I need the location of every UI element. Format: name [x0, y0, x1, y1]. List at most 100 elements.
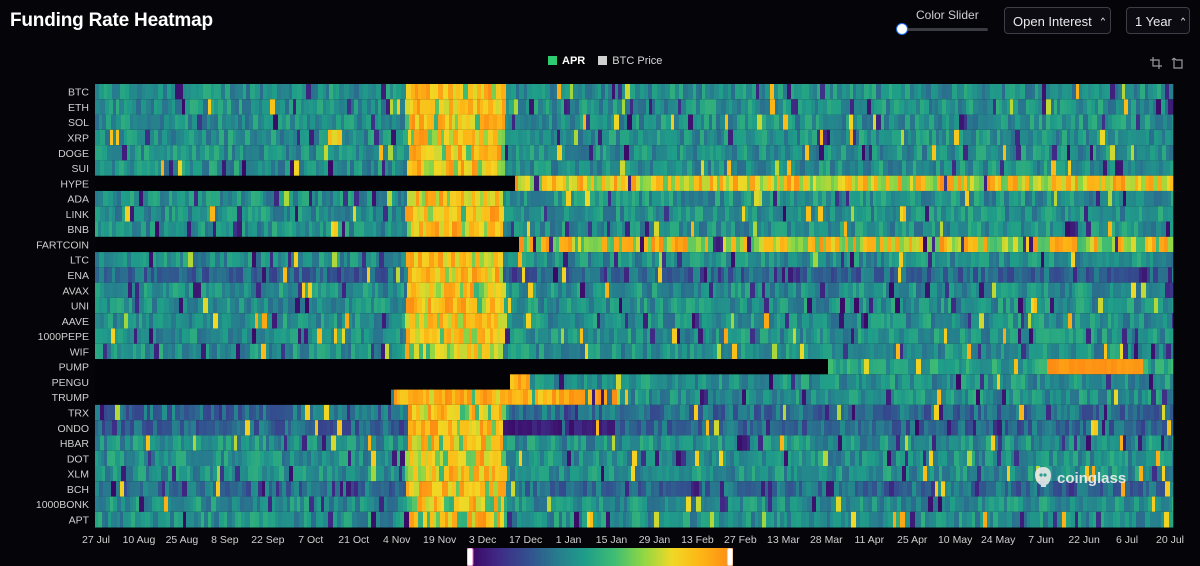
- heatmap-cell: [974, 190, 980, 207]
- heatmap-cell: [1044, 313, 1050, 329]
- heatmap-cell: [642, 252, 648, 268]
- heatmap-cell: [582, 206, 586, 222]
- heatmap-cell: [409, 343, 415, 360]
- heatmap-cell: [1150, 267, 1154, 284]
- heatmap-cell: [292, 282, 296, 299]
- heatmap-cell: [839, 190, 843, 207]
- heatmap-cell: [464, 190, 469, 207]
- heatmap-cell: [909, 282, 914, 299]
- heatmap-cell: [973, 114, 979, 131]
- heatmap-cell: [1160, 282, 1166, 299]
- crop-icon[interactable]: [1150, 57, 1162, 69]
- heatmap-cell: [237, 313, 241, 329]
- heatmap-cell: [710, 84, 715, 100]
- heatmap-cell: [997, 359, 1002, 375]
- range-select[interactable]: 1 Year ⌃: [1126, 7, 1190, 34]
- heatmap-cell: [451, 145, 455, 161]
- heatmap-cell: [733, 267, 737, 284]
- heatmap-cell: [320, 221, 324, 238]
- heatmap-cell: [197, 114, 203, 131]
- heatmap-cell: [130, 206, 135, 222]
- heatmap-cell: [101, 221, 105, 238]
- heatmap-cell: [643, 129, 649, 146]
- heatmap-cell: [178, 206, 184, 222]
- heatmap-cell: [741, 129, 747, 146]
- heatmap-cell: [669, 190, 674, 207]
- heatmap-cell: [894, 175, 899, 192]
- heatmap-cell: [1044, 175, 1049, 192]
- heatmap-cell: [770, 190, 774, 207]
- heatmap-cell: [503, 221, 508, 238]
- heatmap-cell: [1076, 84, 1080, 100]
- heatmap-cell: [437, 160, 442, 177]
- heatmap-cell: [347, 160, 351, 177]
- heatmap-cell: [453, 99, 458, 115]
- heatmap-cell: [293, 99, 297, 115]
- heatmap-cell: [820, 282, 826, 299]
- heatmap-cell: [672, 267, 676, 284]
- heatmap-cell: [771, 160, 776, 177]
- heatmap-cell: [375, 282, 379, 299]
- heatmap-cell: [307, 114, 311, 131]
- heatmap-cell: [759, 313, 765, 329]
- heatmap-cell: [637, 282, 643, 299]
- heatmap-cell: [124, 129, 128, 146]
- heatmap-cell: [283, 313, 288, 329]
- heatmap-cell: [956, 297, 962, 314]
- reset-zoom-icon[interactable]: [1171, 57, 1183, 69]
- heatmap-cell: [1136, 99, 1141, 115]
- color-slider-thumb[interactable]: [896, 23, 908, 35]
- heatmap-cell: [223, 99, 228, 115]
- heatmap-cell: [558, 313, 563, 329]
- heatmap-cell: [742, 313, 748, 329]
- heatmap-cell: [857, 206, 863, 222]
- heatmap-cell: [1167, 313, 1173, 329]
- heatmap-cell: [1128, 359, 1134, 375]
- heatmap-cell: [252, 252, 257, 268]
- heatmap-cell: [221, 84, 226, 100]
- heatmap-cell: [964, 84, 968, 100]
- heatmap-cell: [1103, 99, 1109, 115]
- heatmap-cell: [775, 221, 780, 238]
- heatmap-cell: [844, 221, 848, 238]
- metric-select[interactable]: Open Interest ⌃: [1004, 7, 1111, 34]
- heatmap-cell: [442, 114, 446, 131]
- heatmap-cell: [1091, 84, 1095, 100]
- heatmap-cell: [927, 313, 932, 329]
- heatmap-cell: [1056, 313, 1061, 329]
- heatmap-cell: [672, 374, 676, 390]
- heatmap-cell: [716, 236, 721, 253]
- heatmap-cell: [345, 129, 350, 146]
- heatmap-cell: [813, 145, 817, 161]
- color-slider[interactable]: Color Slider: [894, 6, 990, 38]
- heatmap-cell: [942, 99, 947, 115]
- heatmap-cell: [593, 328, 598, 345]
- heatmap-cell: [1018, 328, 1022, 345]
- legend-item-apr[interactable]: APR: [548, 55, 585, 67]
- heatmap-cell: [449, 129, 454, 146]
- heatmap-cell: [289, 190, 294, 207]
- heatmap-cell: [367, 267, 371, 284]
- heatmap-cell: [1002, 99, 1008, 115]
- heatmap-cell: [745, 374, 749, 390]
- heatmap-cell: [178, 343, 183, 360]
- legend-item-btc-price[interactable]: BTC Price: [598, 55, 662, 67]
- heatmap-cell: [606, 160, 611, 177]
- heatmap-cell: [899, 252, 904, 268]
- heatmap-cell: [575, 313, 580, 329]
- heatmap-cell: [261, 221, 265, 238]
- heatmap-cell: [480, 252, 485, 268]
- heatmap-cell: [598, 114, 604, 131]
- heatmap-cell: [1054, 114, 1058, 131]
- heatmap-cell: [905, 84, 911, 100]
- heatmap-cell: [998, 145, 1004, 161]
- heatmap-cell: [378, 282, 384, 299]
- heatmap-cell: [557, 145, 563, 161]
- color-slider-track[interactable]: [902, 28, 988, 31]
- heatmap-cell: [1080, 313, 1086, 329]
- heatmap-cell: [1124, 236, 1128, 253]
- heatmap-cell: [986, 328, 991, 345]
- heatmap-cell: [1002, 84, 1006, 100]
- heatmap-cell: [1021, 343, 1027, 360]
- heatmap-cell: [1130, 175, 1136, 192]
